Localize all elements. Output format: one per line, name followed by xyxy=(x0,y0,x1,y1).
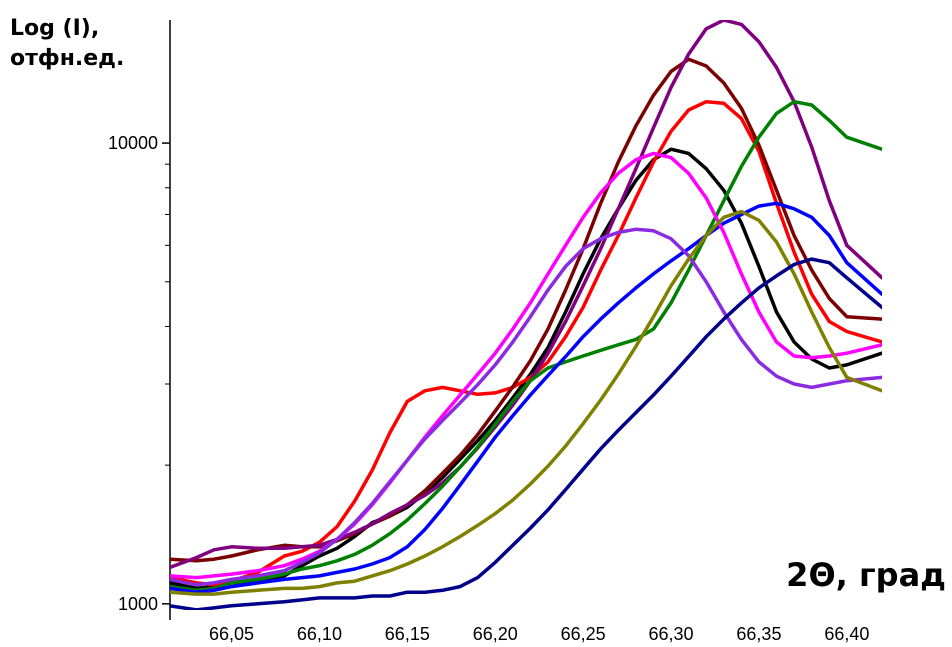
series-line-8 xyxy=(170,227,882,587)
x-tick-label: 66,15 xyxy=(385,624,430,644)
x-tick-label: 66,10 xyxy=(297,624,342,644)
x-axis-label: 2Θ, град xyxy=(786,556,946,594)
y-axis-label: Log (I), отфн.ед. xyxy=(10,16,125,71)
y-tick-label: 10000 xyxy=(108,133,158,153)
series-line-5 xyxy=(170,99,882,593)
x-axis-ticks: 66,05 66,10 66,15 66,20 66,25 66,30 66,35 66,40 xyxy=(209,624,869,644)
x-tick-label: 66,40 xyxy=(824,624,869,644)
series-layer xyxy=(170,20,882,610)
x-tick-label: 66,05 xyxy=(209,624,254,644)
series-line-2 xyxy=(170,99,882,587)
series-line-6 xyxy=(170,201,882,594)
y-tick-label: 1000 xyxy=(118,594,158,614)
series-line-4 xyxy=(170,20,882,570)
y-axis-ticks: 1000 10000 xyxy=(108,133,170,614)
series-line-7 xyxy=(170,151,882,580)
series-line-1 xyxy=(170,147,882,591)
series-line-10 xyxy=(170,257,882,610)
x-tick-label: 66,30 xyxy=(649,624,694,644)
x-tick-label: 66,25 xyxy=(561,624,606,644)
x-tick-label: 66,20 xyxy=(473,624,518,644)
series-line-9 xyxy=(170,209,882,596)
x-tick-label: 66,35 xyxy=(736,624,781,644)
